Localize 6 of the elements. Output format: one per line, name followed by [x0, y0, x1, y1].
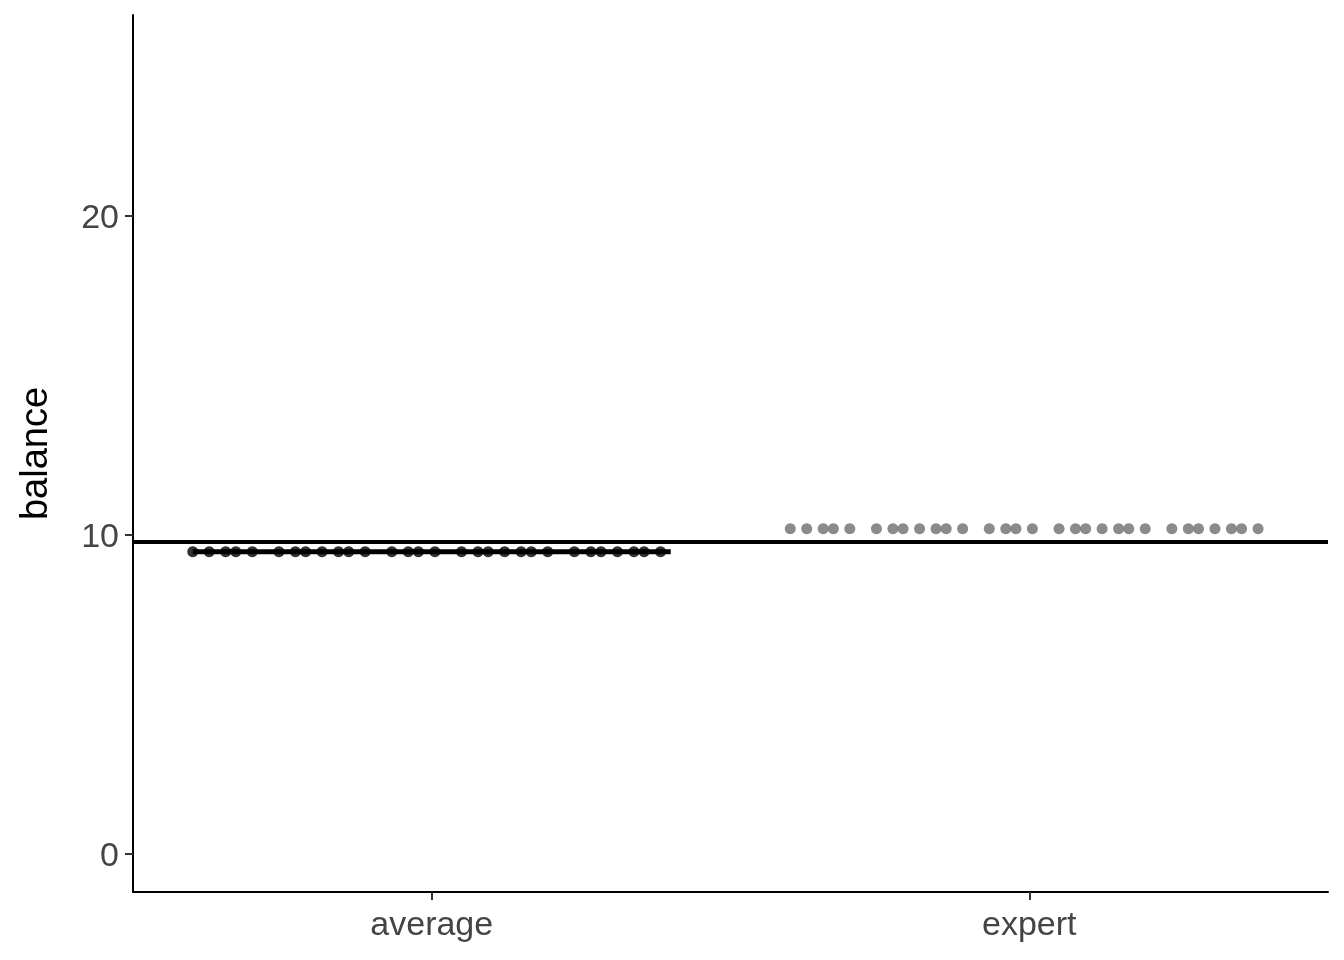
y-tick-label: 20	[81, 196, 119, 235]
x-tick-label: average	[370, 904, 494, 942]
x-tick-label: expert	[982, 904, 1078, 942]
y-tick-label: 0	[100, 834, 119, 873]
y-axis-title: balance	[13, 386, 55, 521]
y-tick-label: 10	[81, 515, 119, 554]
